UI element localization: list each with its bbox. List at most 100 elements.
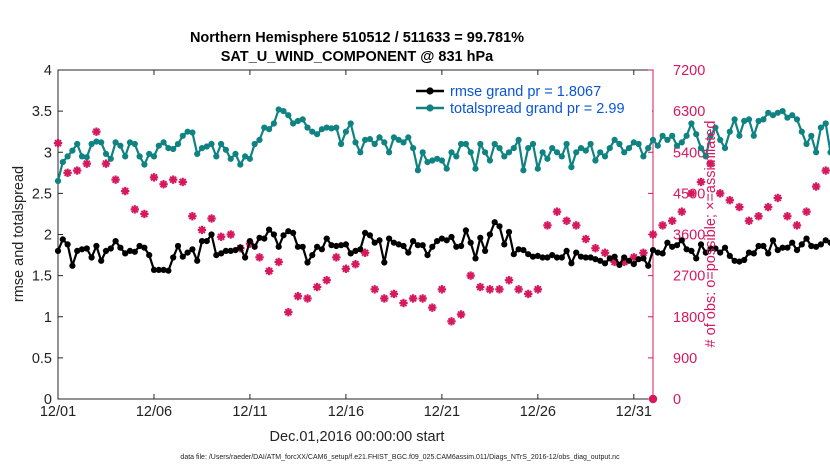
- totalspread-point: [582, 147, 589, 154]
- rmse-point: [808, 242, 815, 250]
- obs-marker: [572, 221, 581, 230]
- obs-marker-stroke: [111, 175, 120, 184]
- totalspread-point: [232, 150, 239, 157]
- rmse-point: [342, 241, 349, 248]
- obs-marker: [783, 212, 792, 221]
- obs-marker-stroke: [591, 244, 600, 252]
- rmse-point: [88, 254, 95, 261]
- obs-marker: [216, 232, 226, 241]
- rmse-point: [184, 249, 191, 256]
- rmse-point: [59, 236, 66, 243]
- totalspread-point: [798, 128, 805, 135]
- obs-marker-stroke: [342, 265, 350, 273]
- totalspread-point: [328, 125, 335, 132]
- y-left-tick-label: 4: [44, 63, 52, 79]
- obs-marker-stroke: [572, 221, 580, 230]
- rmse-point: [83, 245, 90, 252]
- x-tick-label: 12/11: [232, 404, 267, 420]
- totalspread-point: [558, 153, 565, 160]
- obs-marker-stroke: [812, 182, 820, 191]
- totalspread-point: [491, 140, 498, 148]
- totalspread-line: [56, 108, 830, 182]
- totalspread-point: [774, 109, 781, 116]
- rmse-point: [155, 266, 162, 273]
- obs-marker-stroke: [783, 212, 792, 220]
- obs-marker-stroke: [418, 294, 427, 303]
- rmse-point: [501, 241, 508, 248]
- obs-marker-stroke: [534, 285, 542, 294]
- rmse-point: [232, 247, 239, 254]
- rmse-point: [611, 253, 618, 260]
- obs-marker: [524, 289, 533, 299]
- rmse-point: [678, 237, 685, 244]
- rmse-point: [582, 254, 589, 261]
- totalspread-point: [434, 155, 441, 162]
- x-axis-ticks: 12/01 12/06 12/11 12/16 12/21 12/26 12/31: [40, 70, 652, 420]
- totalspread-point: [160, 139, 167, 146]
- rmse-point: [645, 262, 652, 269]
- obs-marker: [418, 294, 427, 303]
- rmse-point: [304, 259, 311, 266]
- rmse-point: [726, 252, 733, 259]
- obs-marker: [341, 264, 351, 273]
- rmse-point: [381, 259, 388, 266]
- rmse-point: [434, 238, 441, 245]
- rmse-point: [769, 237, 777, 244]
- totalspread-point: [246, 155, 253, 162]
- rmse-point: [323, 235, 330, 242]
- totalspread-point: [482, 149, 489, 156]
- legend-label-totalspread: totalspread grand pr = 2.99: [450, 101, 625, 117]
- totalspread-point: [553, 149, 561, 156]
- y-right-tick-label: 7200: [673, 63, 705, 79]
- totalspread-point: [107, 155, 114, 162]
- y-left-tick-label: 1: [44, 310, 52, 326]
- rmse-point: [299, 243, 306, 250]
- totalspread-point: [654, 142, 661, 149]
- obs-marker: [312, 282, 322, 292]
- totalspread-point: [592, 157, 599, 164]
- totalspread-point: [731, 116, 738, 123]
- totalspread-point: [635, 140, 642, 148]
- totalspread-point: [189, 129, 196, 136]
- obs-marker-stroke: [466, 271, 475, 280]
- rmse-point: [510, 251, 517, 258]
- totalspread-point: [146, 150, 153, 157]
- rmse-point: [601, 260, 609, 267]
- rmse-point: [697, 241, 705, 248]
- obs-marker-stroke: [284, 308, 293, 316]
- totalspread-point: [505, 149, 513, 156]
- rmse-point: [347, 250, 354, 257]
- obs-marker: [53, 138, 63, 148]
- obs-marker: [149, 173, 159, 182]
- rmse-point: [194, 257, 201, 264]
- plot-area: [57, 69, 654, 400]
- rmse-point: [438, 235, 445, 242]
- rmse-point: [549, 252, 556, 259]
- obs-marker: [159, 180, 168, 189]
- obs-marker: [360, 248, 370, 257]
- rmse-point: [467, 239, 474, 246]
- rmse-point: [309, 252, 316, 259]
- obs-marker: [600, 248, 610, 257]
- x-tick-label: 12/26: [520, 404, 556, 420]
- obs-marker: [101, 159, 111, 168]
- rmse-point: [126, 247, 134, 254]
- totalspread-point: [366, 136, 373, 143]
- totalspread-point: [563, 140, 570, 148]
- totalspread-point: [827, 149, 830, 156]
- rmse-point: [741, 256, 748, 264]
- rmse-point: [472, 255, 479, 262]
- obs-marker-stroke: [140, 210, 149, 218]
- obs-marker-stroke: [505, 276, 513, 284]
- rmse-point: [448, 233, 455, 241]
- obs-marker: [264, 266, 274, 276]
- rmse-point: [136, 242, 143, 250]
- totalspread-point: [59, 159, 66, 166]
- obs-marker-stroke: [476, 283, 484, 291]
- obs-marker: [792, 221, 802, 230]
- totalspread-point: [534, 165, 541, 172]
- rmse-point: [280, 232, 287, 239]
- totalspread-point: [745, 116, 753, 123]
- totalspread-point: [405, 134, 412, 141]
- totalspread-point: [275, 106, 282, 113]
